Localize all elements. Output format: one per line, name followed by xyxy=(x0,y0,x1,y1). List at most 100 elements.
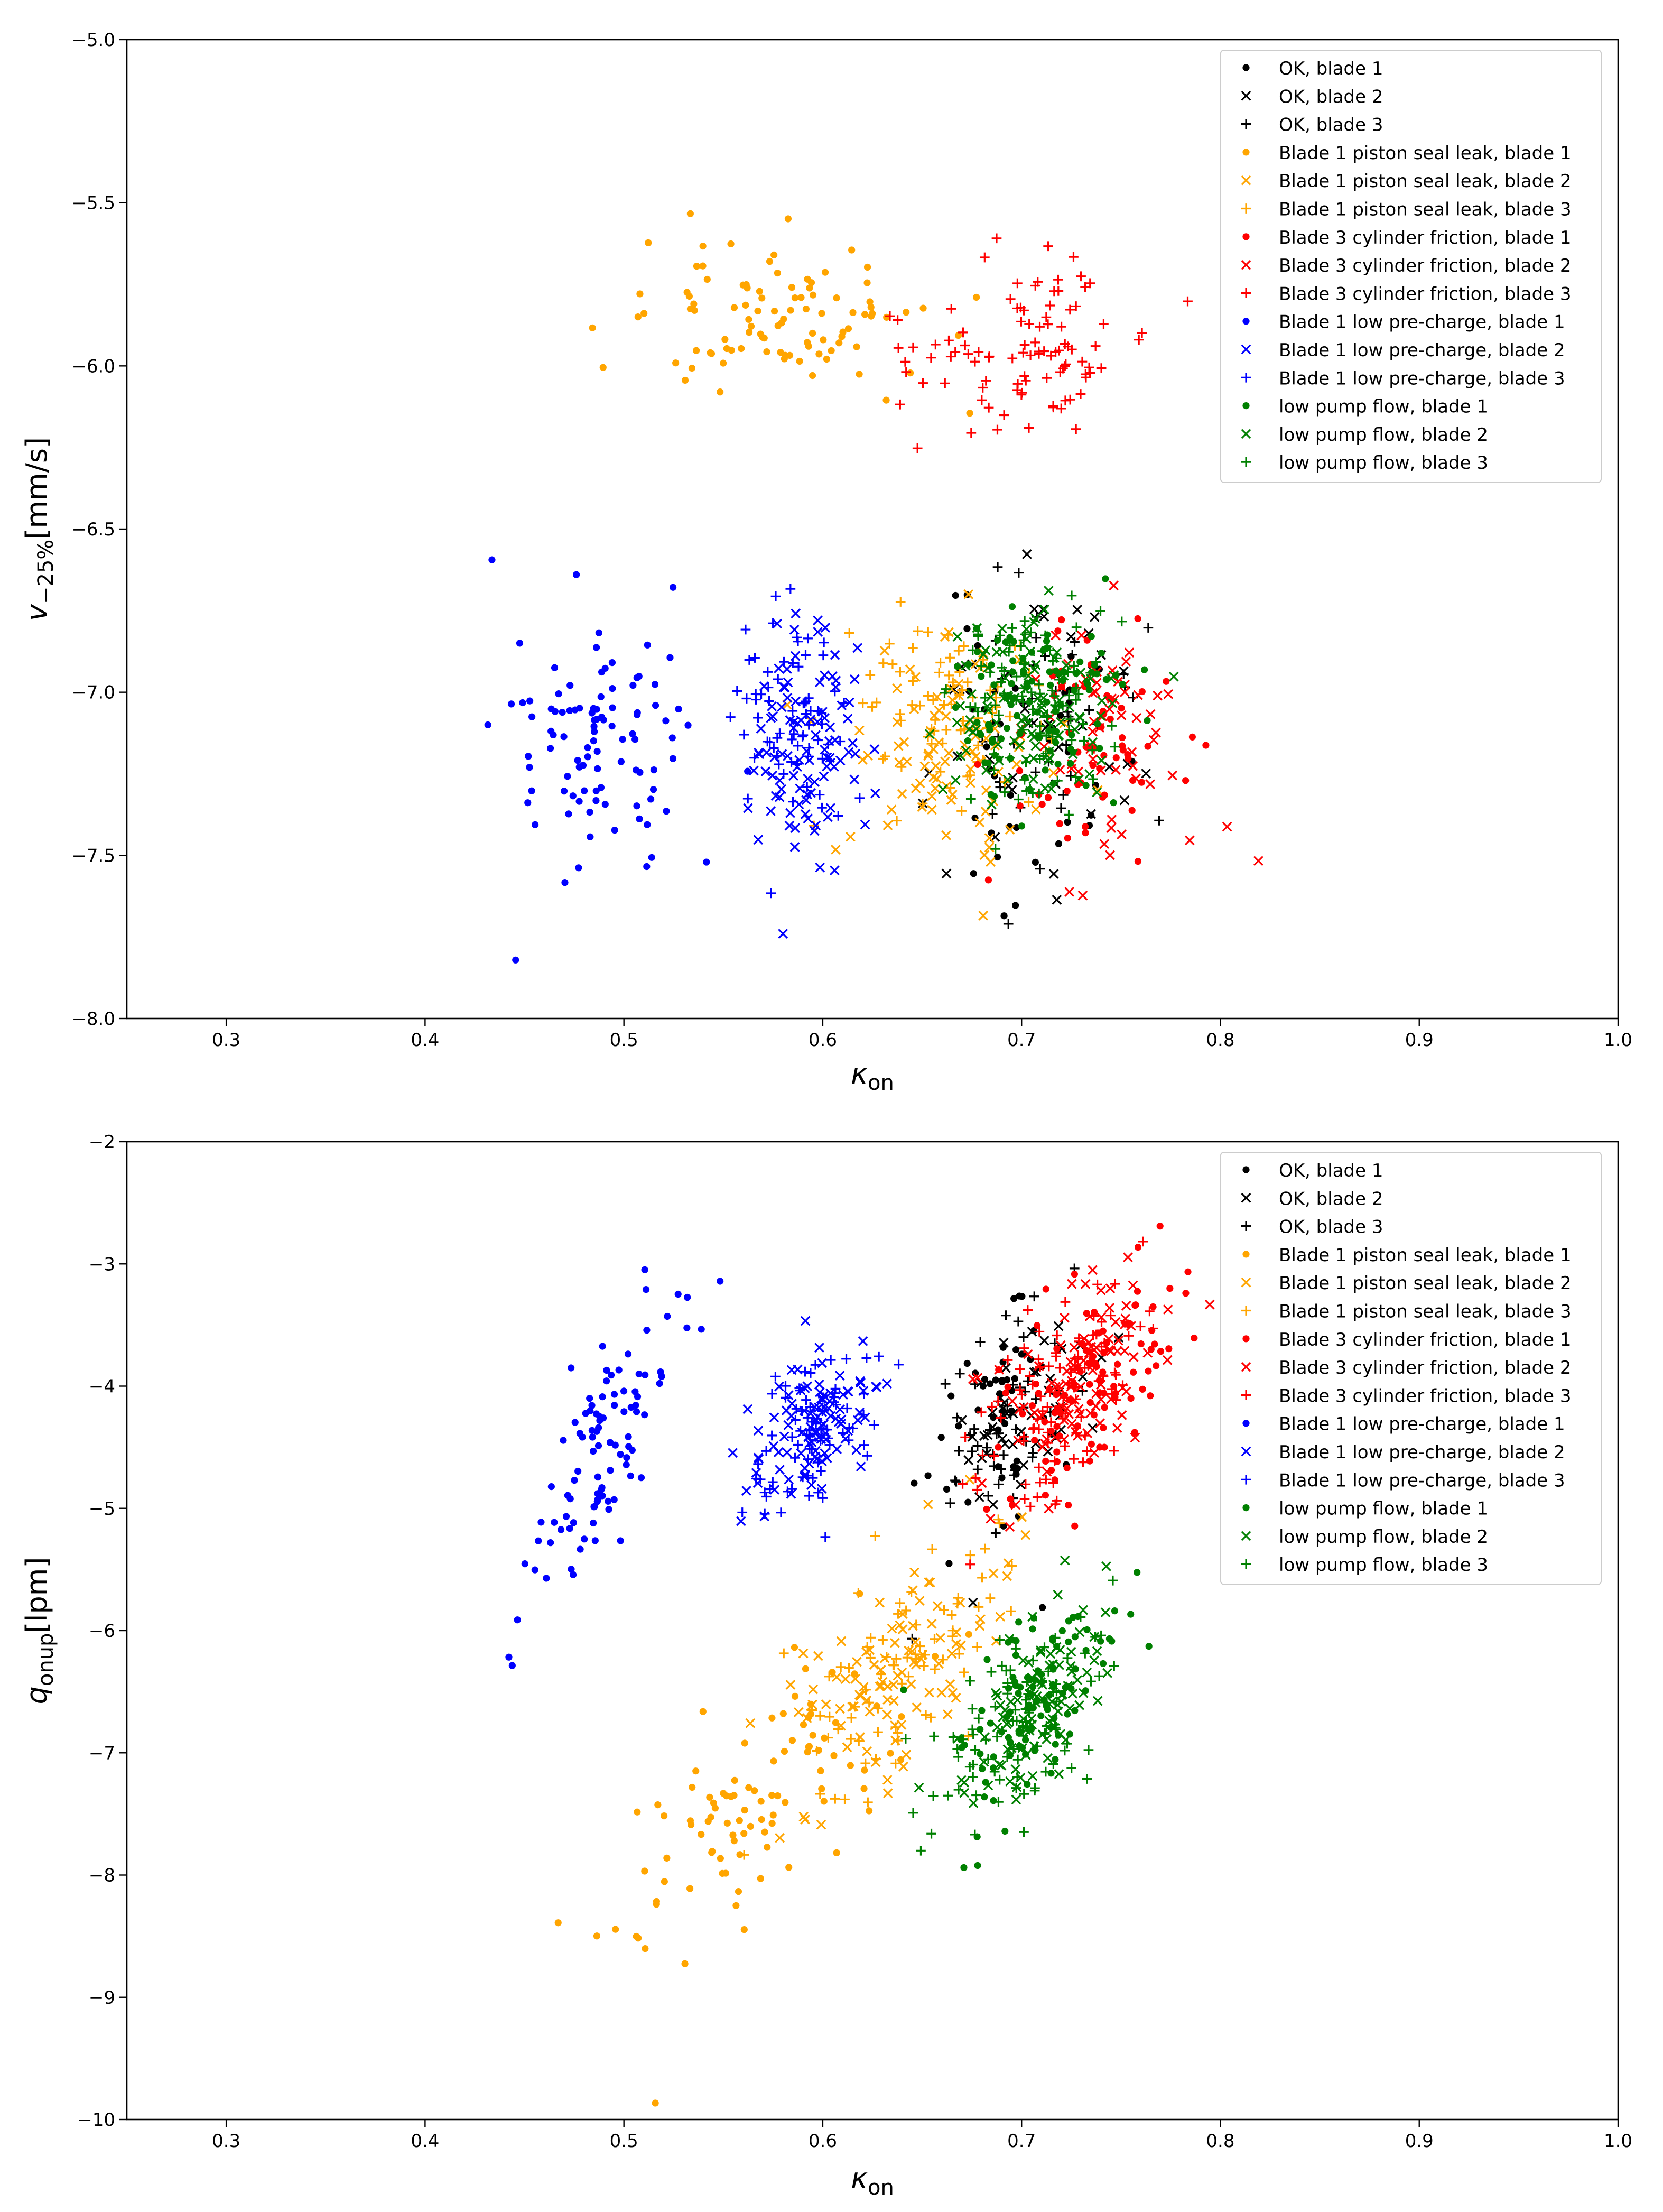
data-point-8 xyxy=(1106,1346,1116,1356)
data-point-3 xyxy=(993,1479,1004,1489)
legend-marker-6 xyxy=(1241,1306,1251,1316)
data-point-8 xyxy=(1095,765,1106,776)
data-point-14 xyxy=(1011,1794,1021,1805)
data-point-10 xyxy=(575,864,582,872)
data-point-9 xyxy=(1034,1463,1044,1473)
data-point-12 xyxy=(804,743,814,753)
legend-label-4: Blade 1 piston seal leak, blade 1 xyxy=(1279,143,1572,164)
data-point-15 xyxy=(916,1845,926,1856)
data-point-6 xyxy=(930,1664,940,1674)
data-point-12 xyxy=(825,1355,836,1365)
legend-marker-5 xyxy=(1241,1277,1251,1288)
data-point-4 xyxy=(640,310,648,317)
data-point-10 xyxy=(574,757,581,764)
data-point-6 xyxy=(947,1625,958,1635)
data-point-4 xyxy=(823,355,830,363)
data-point-3 xyxy=(998,1450,1009,1460)
data-point-10 xyxy=(620,1408,628,1415)
data-point-9 xyxy=(1045,1387,1055,1397)
data-point-5 xyxy=(907,1585,918,1596)
data-point-2 xyxy=(1001,1408,1012,1419)
data-point-15 xyxy=(971,1790,981,1800)
data-point-15 xyxy=(1062,1738,1072,1749)
data-point-11 xyxy=(844,697,854,708)
data-point-1 xyxy=(1016,1292,1023,1300)
data-point-6 xyxy=(863,1797,873,1808)
data-point-10 xyxy=(633,802,640,810)
data-point-1 xyxy=(952,591,959,599)
data-point-13 xyxy=(1070,1614,1077,1621)
data-point-5 xyxy=(931,761,941,771)
data-point-9 xyxy=(1110,1279,1120,1289)
data-point-6 xyxy=(945,783,956,793)
data-point-6 xyxy=(907,700,917,710)
data-point-10 xyxy=(559,708,566,716)
data-point-6 xyxy=(815,1710,825,1721)
data-point-11 xyxy=(779,1431,789,1442)
data-point-11 xyxy=(800,1316,811,1326)
data-point-10 xyxy=(591,728,598,735)
y-tick-label: −4 xyxy=(89,1376,115,1397)
data-point-13 xyxy=(1029,1625,1036,1633)
data-point-15 xyxy=(1011,1716,1022,1726)
data-point-12 xyxy=(859,1389,869,1399)
data-point-5 xyxy=(919,761,930,772)
data-point-15 xyxy=(1094,1671,1104,1681)
data-point-6 xyxy=(938,1654,948,1665)
data-point-12 xyxy=(774,759,784,770)
legend-marker-3 xyxy=(1241,1221,1251,1231)
data-point-13 xyxy=(979,1765,986,1773)
data-point-11 xyxy=(823,812,833,822)
data-point-9 xyxy=(1060,1409,1071,1419)
data-point-10 xyxy=(668,734,676,742)
data-point-8 xyxy=(1088,1265,1098,1275)
data-point-11 xyxy=(814,677,825,688)
data-point-5 xyxy=(926,791,937,801)
data-point-11 xyxy=(835,1404,845,1414)
data-point-14 xyxy=(1000,673,1010,683)
data-point-15 xyxy=(1066,590,1077,601)
data-point-4 xyxy=(770,251,778,258)
data-point-4 xyxy=(698,1830,705,1838)
data-point-4 xyxy=(742,281,750,289)
data-point-4 xyxy=(699,1708,707,1715)
data-point-4 xyxy=(683,289,691,296)
data-point-4 xyxy=(861,311,869,318)
data-point-11 xyxy=(852,1415,863,1426)
data-point-14 xyxy=(1048,1659,1058,1670)
x-tick-label: 0.3 xyxy=(212,2131,240,2152)
data-point-14 xyxy=(1037,1693,1047,1704)
data-point-11 xyxy=(804,755,815,765)
data-point-6 xyxy=(830,1793,840,1804)
data-point-15 xyxy=(1002,1711,1012,1722)
data-point-14 xyxy=(1046,720,1056,730)
data-point-6 xyxy=(993,1514,1004,1525)
data-point-7 xyxy=(1056,820,1063,827)
data-point-15 xyxy=(1039,1642,1049,1652)
data-point-5 xyxy=(947,695,958,705)
data-point-15 xyxy=(997,1726,1007,1736)
data-point-10 xyxy=(636,815,643,822)
data-point-9 xyxy=(973,347,984,357)
data-point-15 xyxy=(941,684,951,695)
data-point-12 xyxy=(802,1412,813,1423)
data-point-15 xyxy=(929,1731,940,1742)
data-point-13 xyxy=(1141,666,1148,673)
data-point-11 xyxy=(852,643,863,653)
data-point-10 xyxy=(592,1410,600,1418)
data-point-5 xyxy=(808,1684,819,1695)
data-point-9 xyxy=(1035,1362,1045,1372)
data-point-15 xyxy=(1026,627,1036,637)
data-point-10 xyxy=(594,1442,602,1449)
data-point-11 xyxy=(776,784,786,794)
data-point-8 xyxy=(1128,761,1138,771)
y-tick-label: −8.0 xyxy=(71,1008,115,1030)
data-point-9 xyxy=(970,1473,981,1483)
data-point-8 xyxy=(1222,821,1232,832)
data-point-6 xyxy=(973,1602,984,1612)
data-point-14 xyxy=(1044,586,1054,596)
data-point-9 xyxy=(1058,363,1068,374)
data-point-12 xyxy=(792,759,802,769)
data-point-4 xyxy=(882,396,890,404)
data-point-3 xyxy=(954,1368,965,1379)
